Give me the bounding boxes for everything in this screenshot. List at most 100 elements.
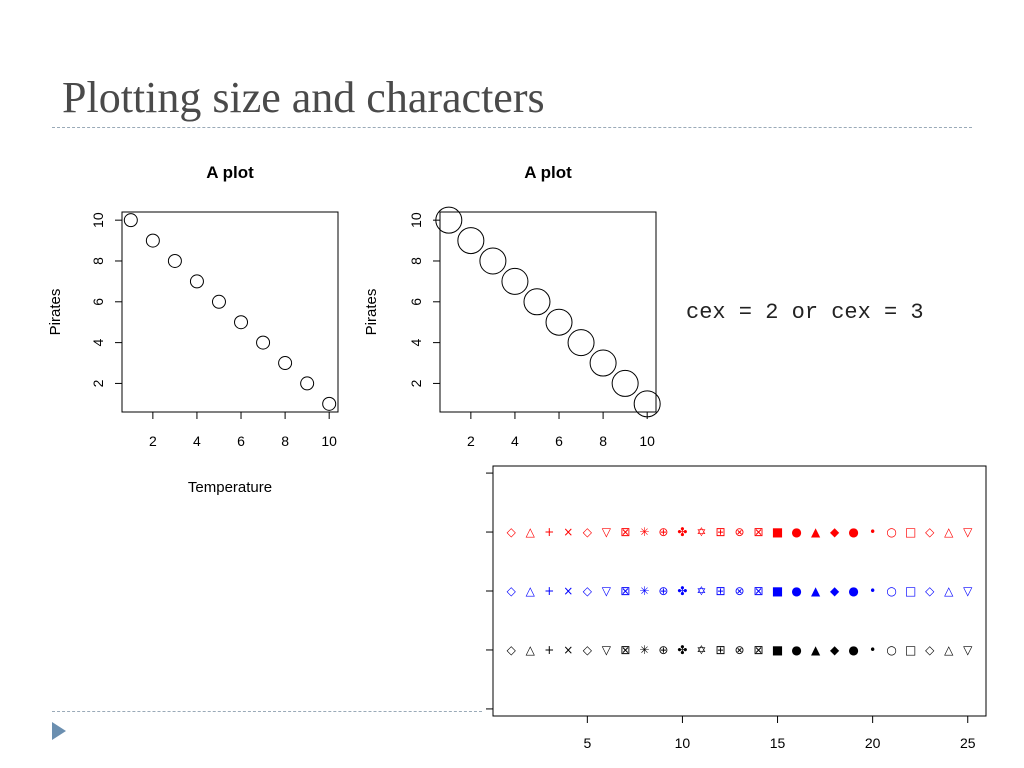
- pch-symbol: ▲: [811, 525, 821, 539]
- y-tick-label: 2: [408, 379, 424, 387]
- plot-title: A plot: [206, 163, 254, 182]
- pch-symbol: ⊗: [734, 584, 744, 598]
- data-point: [523, 288, 551, 316]
- pch-symbol: ◇: [583, 643, 593, 657]
- data-point: [256, 335, 271, 350]
- pch-symbol: ✡: [696, 525, 706, 539]
- pch-symbol: ●: [791, 525, 801, 539]
- pch-symbol: △: [526, 525, 536, 539]
- x-tick-label: 10: [675, 735, 691, 751]
- data-point: [234, 315, 249, 330]
- pch-symbol: ◆: [830, 643, 840, 657]
- pch-symbol: ✳: [639, 525, 649, 539]
- pch-symbol: ⊠: [753, 643, 763, 657]
- pch-symbol: □: [905, 643, 916, 657]
- pch-symbol: ●: [791, 584, 801, 598]
- data-point: [545, 308, 573, 336]
- pch-symbol: ●: [791, 643, 801, 657]
- plot-title: A plot: [524, 163, 572, 182]
- x-tick-label: 15: [770, 735, 786, 751]
- data-point: [501, 267, 529, 295]
- pch-symbol: ●: [848, 643, 858, 657]
- data-point: [589, 349, 617, 377]
- pch-symbol: ■: [772, 643, 783, 657]
- data-point: [322, 396, 337, 411]
- y-tick-label: 8: [408, 257, 424, 265]
- play-arrow-icon[interactable]: [52, 722, 66, 740]
- pch-symbol: ▲: [811, 584, 821, 598]
- data-point: [435, 206, 463, 234]
- x-tick-label: 8: [599, 433, 607, 449]
- pch-symbol: ●: [848, 584, 858, 598]
- pch-symbol: ◇: [583, 584, 593, 598]
- pch-symbol: △: [526, 643, 536, 657]
- pch-symbol: ✤: [677, 643, 687, 657]
- pch-symbol: ◇: [925, 643, 935, 657]
- pch-symbol: ⊠: [620, 643, 630, 657]
- pch-symbol: ⊞: [715, 525, 725, 539]
- pch-symbol: ⊞: [715, 584, 725, 598]
- data-point: [457, 227, 485, 255]
- x-tick-label: 25: [960, 735, 976, 751]
- pch-symbol: +: [544, 643, 554, 657]
- pch-symbol: △: [526, 584, 536, 598]
- pch-symbol: ◇: [507, 525, 517, 539]
- x-tick-label: 4: [193, 433, 201, 449]
- pch-symbol: □: [905, 584, 916, 598]
- pch-symbol: ⊗: [734, 643, 744, 657]
- pch-symbol: ○: [886, 643, 896, 657]
- data-point: [300, 376, 315, 391]
- x-tick-label: 10: [321, 433, 337, 449]
- pch-symbol: ⊕: [658, 525, 668, 539]
- pch-symbol: ✡: [696, 643, 706, 657]
- pch-symbol: ✤: [677, 525, 687, 539]
- data-point: [123, 213, 138, 228]
- pch-symbol: ◆: [830, 525, 840, 539]
- y-axis-label: Pirates: [47, 289, 64, 336]
- pch-symbol: +: [544, 525, 554, 539]
- y-tick-label: 6: [90, 298, 106, 306]
- pch-symbol: ◆: [830, 584, 840, 598]
- pch-symbol: △: [944, 525, 954, 539]
- pch-symbol: ⊠: [753, 525, 763, 539]
- pch-symbol: ✤: [677, 584, 687, 598]
- data-point: [611, 369, 639, 397]
- x-tick-label: 8: [281, 433, 289, 449]
- y-tick-label: 10: [90, 212, 106, 228]
- pch-symbol: ⊕: [658, 584, 668, 598]
- x-tick-label: 5: [583, 735, 591, 751]
- pch-symbol: ◇: [925, 525, 935, 539]
- pch-symbol: ⊗: [734, 525, 744, 539]
- y-tick-label: 10: [408, 212, 424, 228]
- pch-symbol: ▽: [602, 584, 612, 598]
- pch-symbol: •: [869, 584, 876, 598]
- pch-symbol: ▽: [602, 643, 612, 657]
- pch-symbol: ◇: [507, 584, 517, 598]
- pch-symbol: ◇: [583, 525, 593, 539]
- data-point: [567, 329, 595, 357]
- pch-symbol: ■: [772, 584, 783, 598]
- pch-symbol: □: [905, 525, 916, 539]
- plot-frame: [439, 211, 657, 413]
- y-tick-label: 6: [408, 298, 424, 306]
- data-point: [211, 294, 226, 309]
- pch-symbol: ▲: [811, 643, 821, 657]
- pch-symbol: ×: [563, 525, 573, 539]
- plot-frame: [121, 211, 339, 413]
- pch-symbol: ✳: [639, 584, 649, 598]
- data-point: [479, 247, 507, 275]
- data-point: [145, 233, 160, 248]
- pch-symbol: △: [944, 584, 954, 598]
- pch-symbol: •: [869, 525, 876, 539]
- footer-divider: [52, 711, 482, 712]
- x-tick-label: 6: [555, 433, 563, 449]
- x-tick-label: 10: [639, 433, 655, 449]
- data-point: [278, 356, 293, 371]
- x-tick-label: 2: [467, 433, 475, 449]
- pch-symbol: •: [869, 643, 876, 657]
- pch-symbol: ×: [563, 584, 573, 598]
- pch-symbol: ●: [848, 525, 858, 539]
- pch-symbol: ⊞: [715, 643, 725, 657]
- y-axis-label: Pirates: [363, 289, 380, 336]
